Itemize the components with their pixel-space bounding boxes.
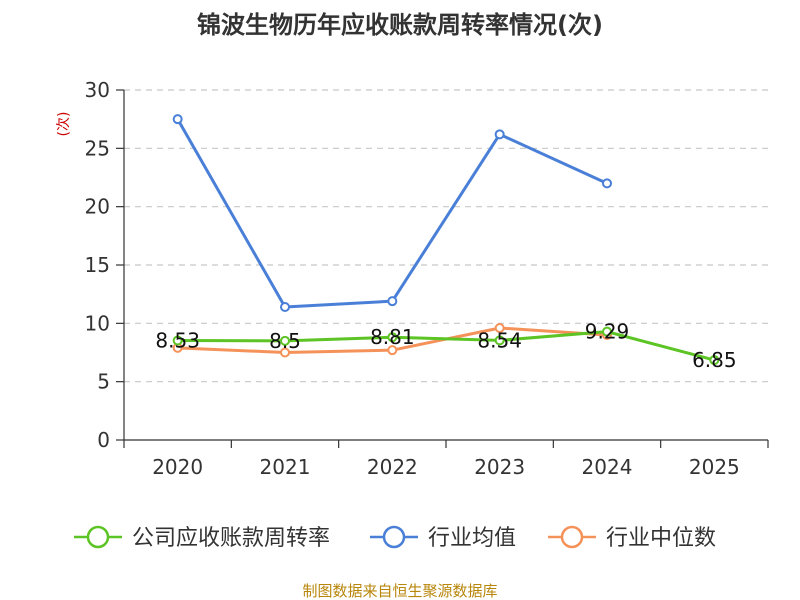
- series-point-0: [280, 335, 290, 346]
- x-tick-label: 2024: [582, 455, 633, 479]
- x-tick-label: 2023: [474, 455, 525, 479]
- y-tick-label: 15: [85, 253, 110, 277]
- y-axis-unit-label: (次): [56, 112, 72, 137]
- series-line-1: [176, 118, 608, 309]
- series-point-1: [602, 178, 612, 189]
- legend-item-0[interactable]: 公司应收账款周转率: [74, 525, 330, 551]
- y-tick-label: 0: [97, 428, 110, 452]
- y-tick-label: 5: [97, 370, 110, 394]
- series-layer: [172, 114, 720, 366]
- legend-marker: [560, 525, 584, 549]
- y-tick-label: 25: [85, 136, 110, 160]
- series-point-1: [387, 296, 398, 307]
- x-tick-label: 2022: [367, 455, 418, 479]
- y-tick-label: 30: [85, 78, 110, 102]
- data-label: 9.29: [585, 320, 630, 344]
- legend-item-2[interactable]: 行业中位数: [548, 525, 716, 551]
- legend-marker: [86, 525, 110, 549]
- series-point-1: [280, 302, 290, 312]
- series-point-0: [709, 355, 720, 366]
- series-point-1: [172, 114, 183, 125]
- grid-layer: [124, 89, 768, 383]
- x-tick-label: 2025: [689, 455, 740, 479]
- legend-marker: [382, 525, 406, 549]
- x-tick-label: 2020: [152, 455, 203, 479]
- legend: 公司应收账款周转率 行业均值 行业中位数: [74, 525, 716, 551]
- data-label: 8.54: [477, 328, 522, 352]
- legend-item-1[interactable]: 行业均值: [370, 525, 516, 551]
- legend-label: 公司应收账款周转率: [132, 526, 330, 551]
- data-label-layer: 8.53 8.5 8.81 8.54 9.29 6.85: [155, 320, 736, 372]
- series-line-0: [177, 330, 715, 362]
- series-point-2: [280, 347, 290, 358]
- data-label: 8.53: [155, 328, 200, 352]
- series-point-0: [387, 332, 398, 343]
- y-tick-label: 10: [85, 311, 110, 335]
- y-tick-label: 20: [85, 195, 110, 219]
- data-label: 6.85: [692, 348, 737, 372]
- x-tick-label: 2021: [260, 455, 311, 479]
- data-label: 8.5: [269, 329, 301, 353]
- chart-title: 锦波生物历年应收账款周转率情况(次): [197, 11, 603, 39]
- series-point-0: [494, 335, 505, 346]
- source-note: 制图数据来自恒生聚源数据库: [302, 582, 497, 600]
- series-point-2: [387, 345, 398, 356]
- series-point-1: [494, 129, 505, 140]
- series-point-2: [494, 323, 505, 333]
- data-label: 8.81: [370, 325, 415, 349]
- legend-label: 行业中位数: [606, 526, 716, 551]
- series-point-0: [172, 335, 183, 346]
- series-point-0: [602, 326, 612, 337]
- legend-label: 行业均值: [428, 526, 516, 551]
